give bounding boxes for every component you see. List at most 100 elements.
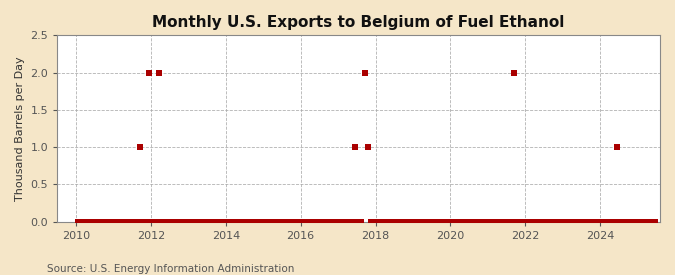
Point	[624, 219, 635, 224]
Point	[418, 219, 429, 224]
Point	[440, 219, 451, 224]
Point	[325, 219, 335, 224]
Point	[509, 70, 520, 75]
Point	[378, 219, 389, 224]
Point	[78, 219, 89, 224]
Point	[531, 219, 541, 224]
Point	[119, 219, 130, 224]
Point	[478, 219, 489, 224]
Point	[222, 219, 233, 224]
Point	[646, 219, 657, 224]
Point	[290, 219, 301, 224]
Point	[297, 219, 308, 224]
Point	[605, 219, 616, 224]
Point	[422, 219, 433, 224]
Point	[599, 219, 610, 224]
Point	[91, 219, 102, 224]
Point	[387, 219, 398, 224]
Y-axis label: Thousand Barrels per Day: Thousand Barrels per Day	[15, 56, 25, 201]
Point	[269, 219, 279, 224]
Point	[213, 219, 223, 224]
Point	[344, 219, 354, 224]
Point	[621, 219, 632, 224]
Point	[578, 219, 589, 224]
Point	[225, 219, 236, 224]
Point	[284, 219, 295, 224]
Point	[116, 219, 127, 224]
Point	[340, 219, 351, 224]
Point	[232, 219, 242, 224]
Point	[184, 219, 195, 224]
Point	[403, 219, 414, 224]
Point	[493, 219, 504, 224]
Point	[390, 219, 401, 224]
Point	[122, 219, 133, 224]
Point	[313, 219, 323, 224]
Point	[147, 219, 158, 224]
Point	[515, 219, 526, 224]
Point	[338, 219, 348, 224]
Point	[278, 219, 289, 224]
Point	[443, 219, 454, 224]
Point	[197, 219, 208, 224]
Point	[350, 145, 360, 149]
Point	[294, 219, 304, 224]
Point	[94, 219, 105, 224]
Point	[306, 219, 317, 224]
Point	[415, 219, 426, 224]
Point	[559, 219, 570, 224]
Point	[365, 219, 376, 224]
Point	[503, 219, 514, 224]
Point	[101, 219, 111, 224]
Point	[637, 219, 647, 224]
Point	[157, 219, 167, 224]
Point	[384, 219, 395, 224]
Point	[244, 219, 254, 224]
Point	[151, 219, 161, 224]
Point	[369, 219, 379, 224]
Point	[459, 219, 470, 224]
Point	[103, 219, 114, 224]
Point	[207, 219, 217, 224]
Point	[465, 219, 476, 224]
Point	[549, 219, 560, 224]
Point	[309, 219, 320, 224]
Point	[571, 219, 582, 224]
Point	[163, 219, 173, 224]
Point	[574, 219, 585, 224]
Point	[587, 219, 597, 224]
Point	[540, 219, 551, 224]
Point	[518, 219, 529, 224]
Point	[113, 219, 124, 224]
Point	[453, 219, 464, 224]
Point	[84, 219, 95, 224]
Point	[412, 219, 423, 224]
Point	[472, 219, 483, 224]
Point	[372, 219, 383, 224]
Point	[263, 219, 273, 224]
Point	[109, 219, 120, 224]
Point	[500, 219, 510, 224]
Point	[132, 219, 142, 224]
Point	[590, 219, 601, 224]
Point	[580, 219, 591, 224]
Point	[209, 219, 220, 224]
Point	[596, 219, 607, 224]
Point	[612, 145, 622, 149]
Point	[409, 219, 420, 224]
Point	[228, 219, 239, 224]
Point	[182, 219, 192, 224]
Point	[315, 219, 326, 224]
Point	[259, 219, 270, 224]
Point	[431, 219, 441, 224]
Text: Source: U.S. Energy Information Administration: Source: U.S. Energy Information Administ…	[47, 264, 294, 274]
Point	[630, 219, 641, 224]
Point	[219, 219, 230, 224]
Point	[484, 219, 495, 224]
Point	[375, 219, 385, 224]
Point	[447, 219, 458, 224]
Point	[359, 70, 370, 75]
Point	[72, 219, 83, 224]
Point	[428, 219, 439, 224]
Point	[82, 219, 92, 224]
